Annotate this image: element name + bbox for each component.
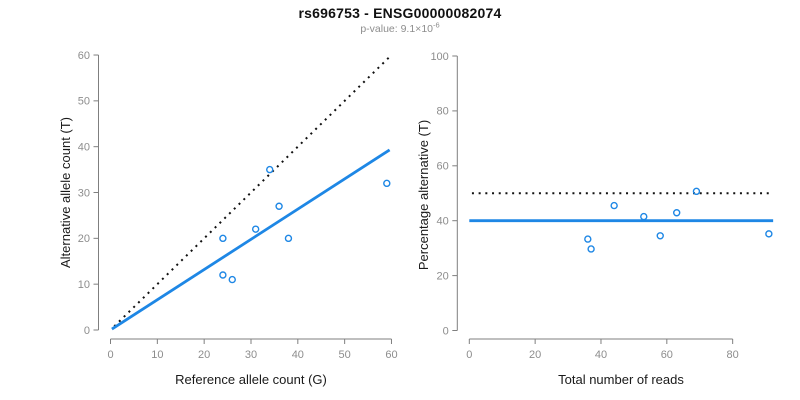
pvalue-exponent: -6 (433, 20, 440, 30)
y-axis-title: Percentage alternative (T) (416, 120, 431, 270)
x-tick-label: 60 (661, 349, 673, 361)
y-tick-label: 50 (78, 96, 90, 108)
x-axis-title: Reference allele count (G) (175, 372, 327, 387)
x-tick-label: 40 (292, 349, 304, 361)
y-tick-label: 80 (437, 106, 449, 118)
y-tick-label: 0 (443, 325, 449, 337)
y-tick-label: 40 (78, 141, 90, 153)
data-point (610, 201, 618, 210)
page-title: rs696753 - ENSG00000082074 (298, 5, 502, 21)
plot-panel-percentage-alternative: 0 20 40 60 80 100 0 20 40 60 80 Total number of rea… (416, 51, 774, 387)
x-tick-label: 60 (385, 349, 397, 361)
data-point (640, 212, 648, 221)
identity-line (113, 57, 390, 328)
data-point (383, 179, 391, 188)
data-point (228, 275, 236, 284)
data-point (219, 271, 227, 279)
data-point (656, 232, 664, 240)
data-point (584, 235, 592, 243)
x-tick-label: 10 (151, 349, 163, 361)
x-tick-label: 80 (727, 349, 739, 361)
x-tick-label: 0 (107, 349, 113, 361)
y-tick-label: 20 (437, 270, 449, 282)
y-tick-label: 60 (437, 161, 449, 173)
data-point (251, 225, 260, 233)
x-tick-label: 0 (466, 349, 472, 361)
data-point (692, 187, 701, 196)
y-tick-label: 0 (84, 325, 90, 337)
y-axis-title: Alternative allele count (T) (58, 117, 73, 268)
data-point (765, 230, 773, 238)
data-point (587, 245, 595, 253)
y-tick-label: 40 (437, 216, 449, 228)
pvalue-subtitle: p-value: 9.1×10-6 (0, 20, 800, 35)
data-point (284, 234, 293, 243)
x-axis-title: Total number of reads (558, 372, 684, 387)
pvalue-text: p-value: 9.1×10 (360, 23, 433, 35)
y-tick-label: 60 (78, 50, 90, 62)
y-tick-label: 20 (78, 233, 90, 245)
plot-panel-allele-counts: 0 10 20 30 40 50 60 0 10 20 30 40 50 60 Reference alle… (58, 50, 398, 387)
y-tick-label: 30 (78, 187, 90, 199)
x-tick-label: 30 (245, 349, 257, 361)
regression-line (111, 148, 391, 331)
data-point (219, 234, 227, 243)
x-tick-label: 40 (595, 349, 607, 361)
data-point (275, 202, 283, 210)
y-tick-label: 100 (430, 51, 448, 63)
data-point (672, 209, 681, 217)
x-tick-label: 50 (339, 349, 351, 361)
y-tick-label: 10 (78, 279, 90, 291)
x-tick-label: 20 (529, 349, 541, 361)
data-point (266, 165, 274, 174)
x-tick-label: 20 (198, 349, 210, 361)
